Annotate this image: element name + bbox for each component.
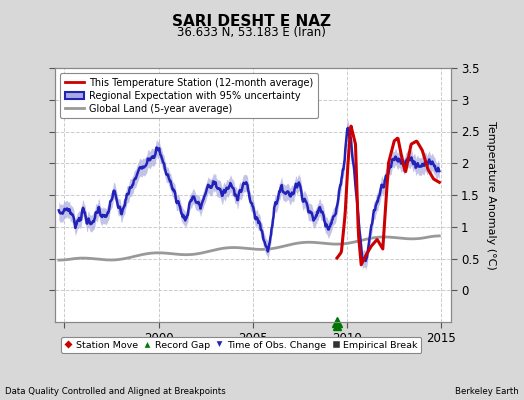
Text: 36.633 N, 53.183 E (Iran): 36.633 N, 53.183 E (Iran) — [177, 26, 326, 39]
Text: SARI DESHT E NAZ: SARI DESHT E NAZ — [172, 14, 331, 29]
Legend: This Temperature Station (12-month average), Regional Expectation with 95% uncer: This Temperature Station (12-month avera… — [60, 73, 318, 118]
Y-axis label: Temperature Anomaly (°C): Temperature Anomaly (°C) — [486, 121, 496, 269]
Text: Data Quality Controlled and Aligned at Breakpoints: Data Quality Controlled and Aligned at B… — [5, 387, 226, 396]
Legend: Station Move, Record Gap, Time of Obs. Change, Empirical Break: Station Move, Record Gap, Time of Obs. C… — [61, 337, 421, 353]
Text: Berkeley Earth: Berkeley Earth — [455, 387, 519, 396]
